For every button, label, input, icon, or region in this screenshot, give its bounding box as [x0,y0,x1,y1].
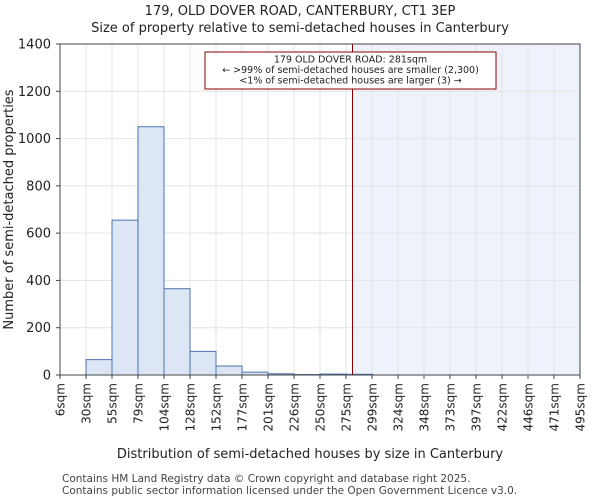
x-tick-label: 495sqm [574,383,588,431]
y-axis-label: Number of semi-detached properties [2,89,17,329]
annotation-frame [204,51,497,90]
x-tick-label: 201sqm [262,383,276,431]
y-tick-label: 200 [26,321,51,336]
x-tick-label: 79sqm [132,383,146,424]
y-tick-label: 1400 [18,38,51,53]
x-tick-label: 275sqm [340,383,354,431]
annotation-box: 179 OLD DOVER ROAD: 281sqm ← >99% of sem… [204,51,497,90]
bars [85,126,373,376]
x-tick-label: 177sqm [236,383,250,431]
x-tick-label: 299sqm [366,383,380,431]
x-axis-label: Distribution of semi-detached houses by … [117,447,504,462]
y-tick-label: 400 [26,274,51,289]
x-tick-label: 422sqm [496,383,510,431]
annotation-line-1: 179 OLD DOVER ROAD: 281sqm [274,55,427,66]
x-tick-label: 55sqm [106,383,120,424]
larger-region-highlight [352,44,580,375]
x-tick-label: 226sqm [288,383,302,431]
y-tick-label: 1000 [18,132,51,147]
y-tick-label: 1200 [18,85,51,100]
x-tick-label: 250sqm [314,383,328,431]
x-tick-label: 6sqm [54,383,68,416]
bar-104sqm [163,288,191,376]
y-tick-label: 800 [26,179,51,194]
annotation-line-2: ← >99% of semi-detached houses are small… [222,65,479,76]
x-axis-ticks: 6sqm 30sqm 55sqm 79sqm 104sqm 128sqm 152sqm 177… [54,375,588,431]
bar-152sqm [215,365,243,376]
x-tick-label: 30sqm [80,383,94,424]
x-tick-label: 471sqm [548,383,562,431]
bar-55sqm [111,219,139,376]
bar-79sqm [137,126,165,376]
chart-subtitle: Size of property relative to semi-detach… [91,21,509,36]
bar-30sqm [85,359,113,376]
bar-128sqm [189,350,217,376]
annotation-line-3: <1% of semi-detached houses are larger (… [239,76,461,87]
x-tick-label: 373sqm [444,383,458,431]
footer-line-2: Contains public sector information licen… [62,485,518,497]
footer-line-1: Contains HM Land Registry data © Crown c… [62,473,471,485]
y-tick-label: 0 [43,369,51,384]
x-tick-label: 324sqm [392,383,406,431]
x-tick-label: 104sqm [158,383,172,431]
x-tick-label: 128sqm [184,383,198,431]
x-tick-label: 152sqm [210,383,224,431]
x-tick-label: 397sqm [470,383,484,431]
x-tick-label: 446sqm [522,383,536,431]
y-tick-label: 600 [26,227,51,242]
y-axis-ticks: 0 200 400 600 800 1000 1200 1400 [18,38,60,384]
chart-title: 179, OLD DOVER ROAD, CANTERBURY, CT1 3EP [144,4,456,19]
x-tick-label: 348sqm [418,383,432,431]
